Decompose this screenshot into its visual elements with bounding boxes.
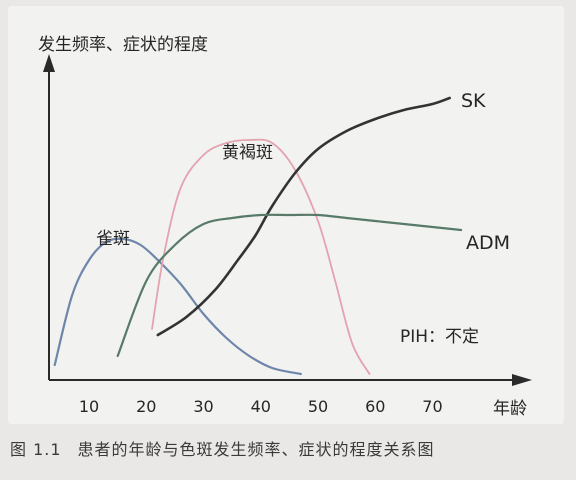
x-tick-label-20: 20 — [136, 397, 156, 416]
x-tick-labels: 10 20 30 40 50 60 70 — [79, 397, 443, 416]
figure-caption: 图 1.1 患者的年龄与色斑发生频率、症状的程度关系图 — [10, 436, 570, 460]
x-tick-label-70: 70 — [422, 397, 442, 416]
x-tick-label-30: 30 — [193, 397, 213, 416]
series-line-melasma — [151, 138, 371, 375]
axes — [43, 54, 532, 386]
series-label-adm: ADM — [466, 232, 510, 254]
figure-number: 图 1.1 — [10, 440, 62, 459]
series-line-adm — [116, 213, 463, 358]
series-line-freckle — [53, 237, 302, 376]
series-labels: 雀斑 黄褐斑 SK ADM PIH：不定 — [96, 90, 510, 347]
series-label-sk: SK — [461, 90, 486, 112]
series-label-melasma: 黄褐斑 — [222, 143, 273, 163]
annotation-pih: PIH：不定 — [400, 327, 479, 347]
x-tick-label-40: 40 — [251, 397, 271, 416]
x-tick-label-50: 50 — [308, 397, 328, 416]
series-label-freckle: 雀斑 — [96, 229, 130, 249]
y-axis-label: 发生频率、症状的程度 — [38, 35, 208, 55]
series-line-sk — [156, 96, 451, 337]
y-axis-arrow — [43, 54, 55, 72]
series-lines — [53, 96, 463, 376]
x-tick-label-10: 10 — [79, 397, 99, 416]
x-axis-label: 年龄 — [493, 399, 527, 419]
caption-text: 患者的年龄与色斑发生频率、症状的程度关系图 — [77, 440, 435, 459]
line-chart: 发生频率、症状的程度 年龄 10 20 30 40 50 60 70 雀斑 黄褐斑 SK A… — [38, 35, 532, 419]
x-tick-label-60: 60 — [365, 397, 385, 416]
x-axis-arrow — [512, 374, 532, 386]
